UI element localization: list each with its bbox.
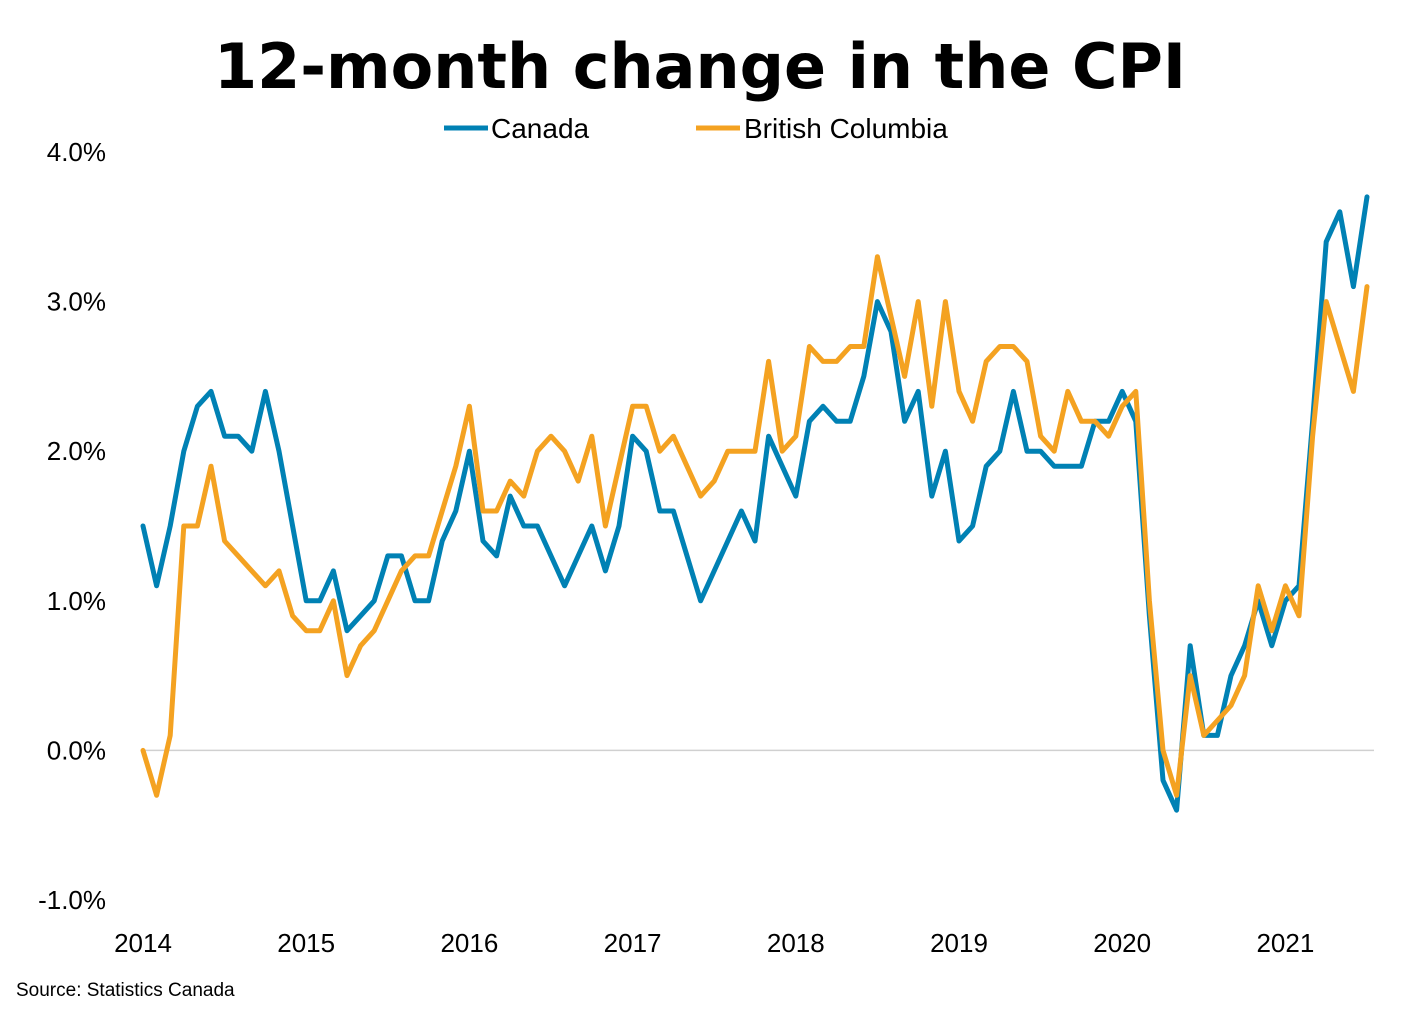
y-tick-label: -1.0% [38, 885, 106, 915]
x-tick-label: 2017 [604, 928, 662, 958]
x-tick-label: 2016 [440, 928, 498, 958]
x-tick-label: 2019 [930, 928, 988, 958]
x-axis: 2014 2015 2016 2017 2018 2019 2020 2021 [114, 928, 1314, 958]
x-tick-label: 2021 [1256, 928, 1314, 958]
legend-label-british-columbia: British Columbia [744, 113, 948, 144]
y-tick-label: 1.0% [47, 586, 106, 616]
series-line-canada [140, 194, 1370, 813]
x-tick-label: 2018 [767, 928, 825, 958]
x-tick-label: 2015 [277, 928, 335, 958]
x-tick-label: 2014 [114, 928, 172, 958]
y-axis: 4.0% 3.0% 2.0% 1.0% 0.0% -1.0% [38, 137, 106, 915]
y-tick-label: 4.0% [47, 137, 106, 167]
y-tick-label: 0.0% [47, 735, 106, 765]
legend: Canada British Columbia [444, 113, 948, 144]
y-tick-label: 2.0% [47, 436, 106, 466]
y-tick-label: 3.0% [47, 287, 106, 317]
legend-label-canada: Canada [491, 113, 590, 144]
x-tick-label: 2020 [1093, 928, 1151, 958]
chart-title: 12-month change in the CPI [214, 30, 1186, 103]
series-line-british-columbia [140, 254, 1370, 798]
source-note: Source: Statistics Canada [16, 980, 235, 1001]
series-layer [140, 194, 1370, 813]
